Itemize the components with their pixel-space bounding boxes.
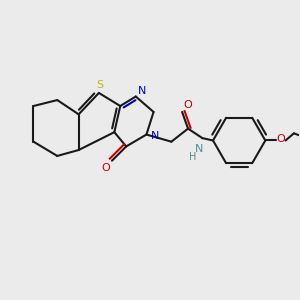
Text: O: O xyxy=(276,134,285,144)
Text: O: O xyxy=(184,100,192,110)
Text: O: O xyxy=(102,163,110,173)
Text: N: N xyxy=(151,131,159,141)
Text: N: N xyxy=(137,85,146,96)
Text: N: N xyxy=(195,144,203,154)
Text: H: H xyxy=(189,152,196,162)
Text: S: S xyxy=(97,80,104,90)
